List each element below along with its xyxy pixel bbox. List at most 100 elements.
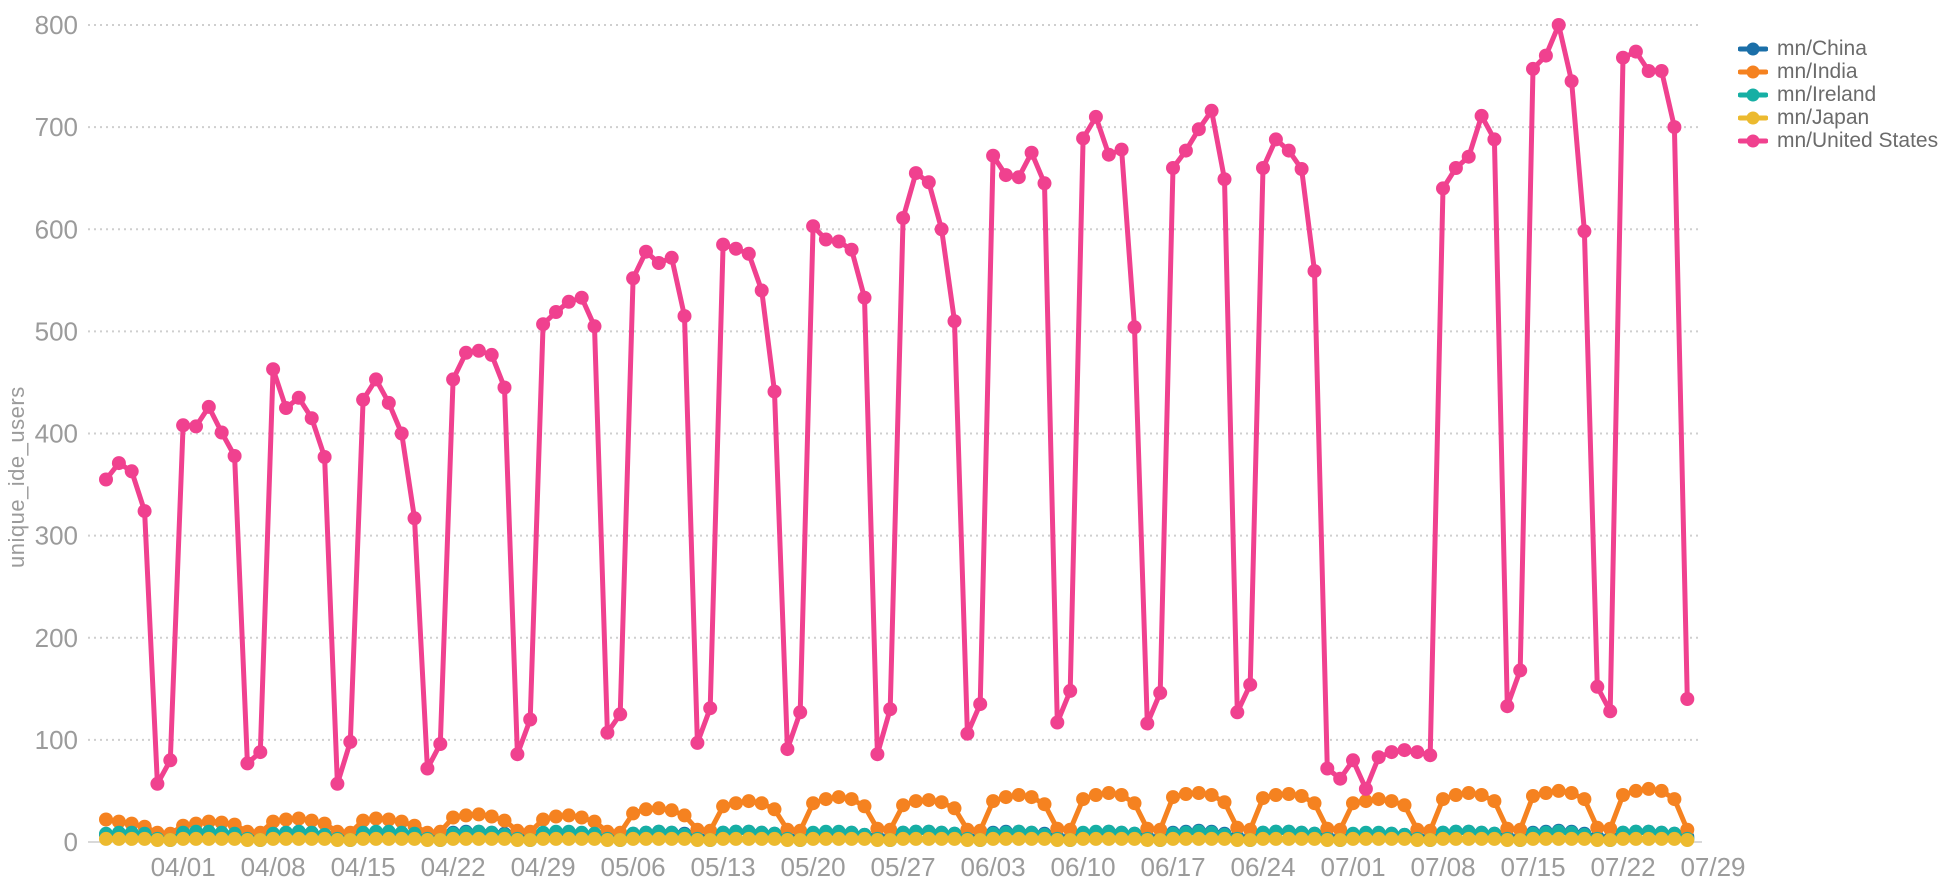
- data-point-mn-united-states[interactable]: [1538, 48, 1553, 63]
- data-point-mn-japan[interactable]: [1294, 831, 1309, 846]
- legend-item-mn-india[interactable]: mn/India: [1738, 61, 1938, 82]
- data-point-mn-india[interactable]: [1436, 792, 1450, 807]
- data-point-mn-japan[interactable]: [1654, 831, 1669, 846]
- data-point-mn-united-states[interactable]: [1436, 181, 1450, 196]
- data-point-mn-united-states[interactable]: [870, 747, 885, 762]
- data-point-mn-india[interactable]: [1307, 796, 1322, 811]
- data-point-mn-japan[interactable]: [793, 833, 808, 847]
- data-point-mn-united-states[interactable]: [356, 392, 371, 407]
- data-point-mn-india[interactable]: [1178, 787, 1193, 801]
- data-point-mn-united-states[interactable]: [1564, 74, 1579, 89]
- data-point-mn-japan[interactable]: [459, 831, 473, 846]
- data-point-mn-japan[interactable]: [291, 831, 306, 846]
- data-point-mn-united-states[interactable]: [921, 175, 936, 190]
- data-point-mn-india[interactable]: [1590, 820, 1605, 835]
- data-point-mn-united-states[interactable]: [1024, 145, 1039, 160]
- data-point-mn-india[interactable]: [1513, 822, 1528, 837]
- data-point-mn-united-states[interactable]: [587, 319, 602, 334]
- data-point-mn-japan[interactable]: [1140, 833, 1155, 847]
- data-point-mn-japan[interactable]: [407, 831, 422, 846]
- data-point-mn-india[interactable]: [459, 808, 473, 823]
- data-point-mn-india[interactable]: [1088, 788, 1103, 802]
- data-point-mn-united-states[interactable]: [369, 372, 383, 387]
- data-point-mn-united-states[interactable]: [1076, 131, 1091, 146]
- data-point-mn-japan[interactable]: [703, 833, 718, 847]
- data-point-mn-united-states[interactable]: [1628, 44, 1643, 59]
- data-point-mn-japan[interactable]: [484, 831, 499, 846]
- data-point-mn-japan[interactable]: [587, 831, 602, 846]
- data-point-mn-united-states[interactable]: [1114, 142, 1129, 157]
- data-point-mn-japan[interactable]: [1461, 831, 1476, 846]
- data-point-mn-india[interactable]: [536, 812, 551, 827]
- data-point-mn-united-states[interactable]: [703, 701, 718, 716]
- data-point-mn-united-states[interactable]: [433, 737, 448, 751]
- data-point-mn-japan[interactable]: [664, 831, 679, 846]
- data-point-mn-united-states[interactable]: [716, 237, 731, 252]
- data-point-mn-united-states[interactable]: [484, 347, 499, 362]
- data-point-mn-united-states[interactable]: [857, 290, 872, 305]
- data-point-mn-united-states[interactable]: [651, 256, 666, 270]
- data-point-mn-japan[interactable]: [741, 831, 756, 846]
- data-point-mn-united-states[interactable]: [1127, 320, 1142, 335]
- data-point-mn-united-states[interactable]: [896, 211, 911, 225]
- data-point-mn-india[interactable]: [870, 821, 885, 836]
- data-point-mn-united-states[interactable]: [1281, 143, 1296, 158]
- data-point-mn-india[interactable]: [896, 798, 911, 813]
- data-point-mn-japan[interactable]: [266, 831, 281, 846]
- data-point-mn-united-states[interactable]: [1011, 170, 1026, 185]
- data-point-mn-united-states[interactable]: [767, 384, 782, 399]
- data-point-mn-japan[interactable]: [651, 831, 666, 846]
- data-point-mn-japan[interactable]: [1474, 831, 1489, 846]
- data-point-mn-japan[interactable]: [626, 831, 641, 846]
- data-point-mn-india[interactable]: [883, 822, 898, 837]
- data-point-mn-united-states[interactable]: [1333, 771, 1348, 786]
- data-point-mn-india[interactable]: [446, 810, 461, 825]
- data-point-mn-japan[interactable]: [780, 833, 795, 847]
- data-point-mn-india[interactable]: [304, 813, 319, 828]
- data-point-mn-india[interactable]: [857, 799, 872, 814]
- data-point-mn-japan[interactable]: [240, 833, 255, 847]
- data-point-mn-united-states[interactable]: [1680, 692, 1695, 706]
- data-point-mn-united-states[interactable]: [1256, 161, 1270, 175]
- data-point-mn-japan[interactable]: [201, 831, 216, 846]
- data-point-mn-united-states[interactable]: [960, 726, 975, 741]
- data-point-mn-japan[interactable]: [1166, 831, 1180, 846]
- data-point-mn-india[interactable]: [1358, 794, 1373, 809]
- data-point-mn-japan[interactable]: [960, 833, 975, 847]
- data-point-mn-japan[interactable]: [561, 831, 576, 846]
- data-point-mn-japan[interactable]: [214, 831, 229, 846]
- data-point-mn-japan[interactable]: [716, 831, 731, 846]
- data-point-mn-india[interactable]: [1076, 792, 1091, 807]
- data-point-mn-japan[interactable]: [1526, 831, 1540, 846]
- data-point-mn-japan[interactable]: [1551, 831, 1566, 846]
- data-point-mn-india[interactable]: [1268, 788, 1283, 802]
- data-point-mn-india[interactable]: [1551, 783, 1566, 798]
- data-point-mn-india[interactable]: [574, 810, 589, 825]
- data-point-mn-japan[interactable]: [1538, 831, 1553, 846]
- data-point-mn-india[interactable]: [1243, 822, 1258, 837]
- data-point-mn-japan[interactable]: [471, 831, 486, 846]
- data-point-mn-united-states[interactable]: [99, 472, 113, 487]
- data-point-mn-india[interactable]: [716, 799, 731, 814]
- data-point-mn-japan[interactable]: [549, 831, 563, 846]
- data-point-mn-india[interactable]: [561, 808, 576, 823]
- data-point-mn-japan[interactable]: [433, 833, 448, 847]
- data-point-mn-united-states[interactable]: [934, 222, 949, 237]
- data-point-mn-japan[interactable]: [947, 831, 962, 846]
- data-point-mn-united-states[interactable]: [163, 753, 178, 768]
- data-point-mn-japan[interactable]: [1577, 831, 1592, 846]
- data-point-mn-india[interactable]: [1191, 786, 1206, 800]
- data-point-mn-united-states[interactable]: [1063, 683, 1078, 698]
- data-point-mn-india[interactable]: [1397, 798, 1412, 813]
- data-point-mn-india[interactable]: [1616, 788, 1630, 802]
- data-point-mn-united-states[interactable]: [947, 314, 962, 329]
- data-point-mn-india[interactable]: [1526, 789, 1540, 803]
- data-point-mn-united-states[interactable]: [1474, 108, 1489, 123]
- data-point-mn-japan[interactable]: [330, 833, 345, 847]
- data-point-mn-united-states[interactable]: [1654, 64, 1669, 78]
- data-point-mn-japan[interactable]: [1667, 831, 1682, 846]
- data-point-mn-japan[interactable]: [1268, 831, 1283, 846]
- data-point-mn-united-states[interactable]: [1166, 161, 1180, 175]
- data-point-mn-india[interactable]: [741, 794, 756, 809]
- data-point-mn-india[interactable]: [986, 794, 1001, 809]
